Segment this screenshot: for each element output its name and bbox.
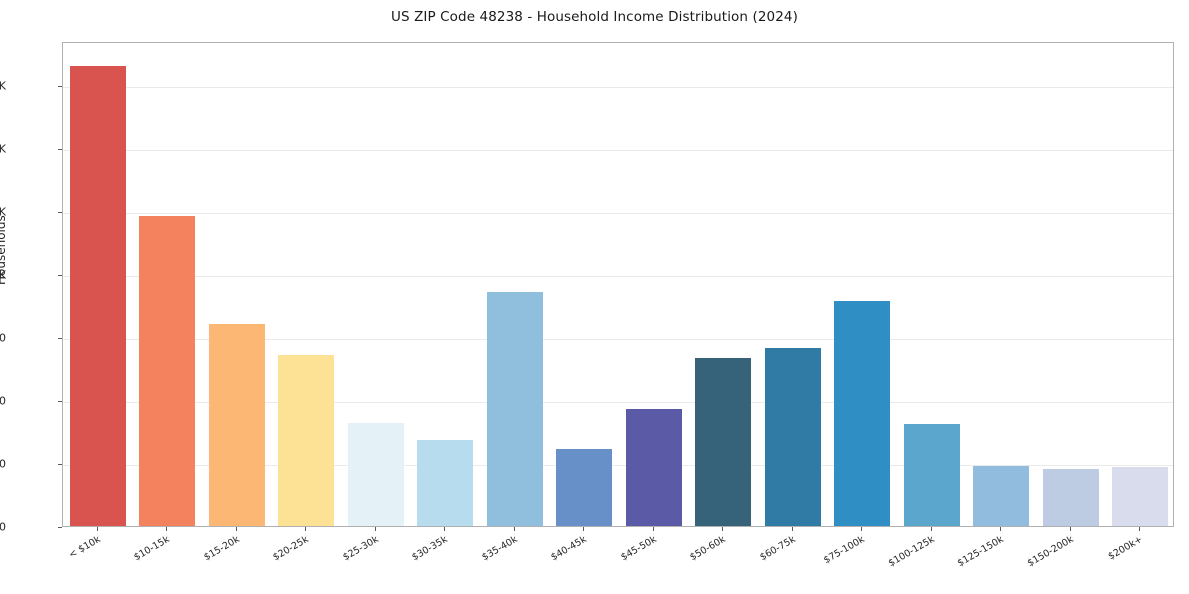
- gridline: [63, 339, 1173, 341]
- x-tick-mark: [652, 527, 654, 531]
- y-tick-mark: [58, 86, 62, 88]
- bar[interactable]: [417, 440, 474, 526]
- bar[interactable]: [278, 354, 335, 526]
- y-tick-mark: [58, 527, 62, 528]
- bar[interactable]: [973, 466, 1030, 526]
- y-tick-label: 1K: [0, 79, 6, 93]
- x-tick-mark: [96, 527, 98, 531]
- gridline: [63, 150, 1173, 152]
- bar[interactable]: [556, 449, 613, 526]
- bar[interactable]: [1042, 469, 1099, 526]
- y-tick-label: 0: [0, 520, 6, 534]
- gridline: [63, 276, 1173, 278]
- bar[interactable]: [208, 324, 265, 526]
- x-tick-mark: [791, 527, 793, 531]
- x-tick-mark: [1000, 527, 1002, 531]
- gridline: [63, 87, 1173, 89]
- x-tick-mark: [583, 527, 585, 531]
- y-tick-mark: [58, 338, 62, 340]
- bar[interactable]: [834, 300, 891, 526]
- y-tick-mark: [58, 275, 62, 277]
- bar[interactable]: [764, 348, 821, 526]
- y-tick-label: 250: [0, 457, 6, 471]
- y-tick-mark: [58, 401, 62, 403]
- x-tick-mark: [235, 527, 237, 531]
- x-tick-mark: [513, 527, 515, 531]
- bar[interactable]: [347, 422, 404, 526]
- y-tick-label: 1K: [0, 142, 6, 156]
- x-tick-mark: [1069, 527, 1071, 531]
- bar[interactable]: [139, 216, 196, 526]
- gridline: [63, 213, 1173, 215]
- bar[interactable]: [1112, 466, 1169, 526]
- x-tick-mark: [374, 527, 376, 531]
- x-tick-mark: [166, 527, 168, 531]
- plot-area: [62, 42, 1174, 527]
- y-tick-label: 750: [0, 331, 6, 345]
- bar[interactable]: [625, 408, 682, 526]
- gridline: [63, 465, 1173, 466]
- gridline: [63, 402, 1173, 404]
- x-tick-mark: [1139, 527, 1141, 531]
- bar[interactable]: [695, 358, 752, 526]
- x-tick-mark: [861, 527, 863, 531]
- y-tick-label: 1K: [0, 268, 6, 282]
- x-tick-mark: [930, 527, 932, 531]
- bar[interactable]: [486, 291, 543, 526]
- y-tick-mark: [58, 149, 62, 151]
- y-tick-label: 500: [0, 394, 6, 408]
- bar[interactable]: [69, 66, 126, 526]
- x-tick-mark: [305, 527, 307, 531]
- y-tick-mark: [58, 212, 62, 214]
- chart-title: US ZIP Code 48238 - Household Income Dis…: [391, 9, 798, 25]
- y-tick-label: 1K: [0, 205, 6, 219]
- bars-layer: [63, 43, 1173, 526]
- x-tick-mark: [722, 527, 724, 531]
- x-tick-mark: [444, 527, 446, 531]
- bar[interactable]: [903, 423, 960, 526]
- y-tick-mark: [58, 464, 62, 465]
